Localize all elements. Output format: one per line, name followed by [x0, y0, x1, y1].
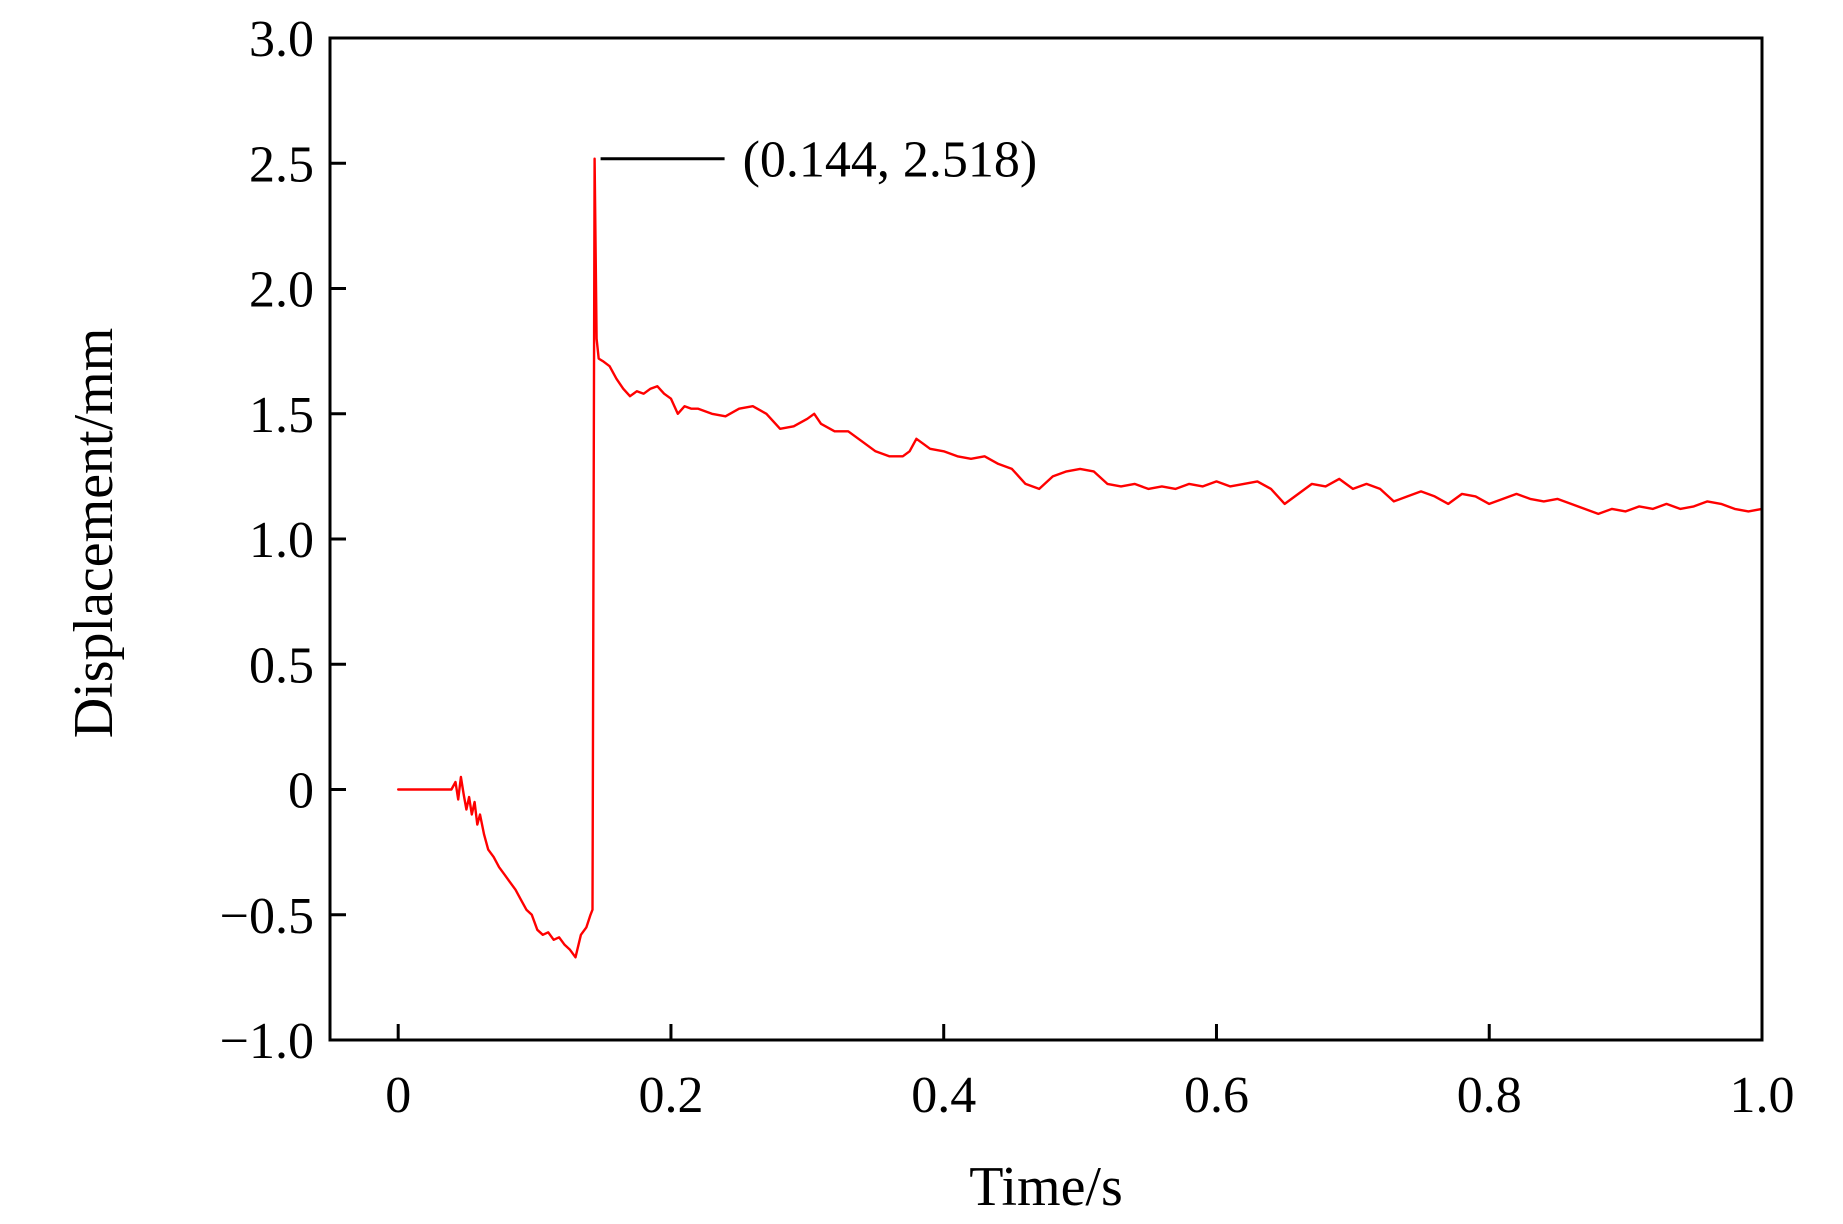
y-tick-label: 0 — [288, 763, 314, 820]
y-tick-label: 3.0 — [249, 11, 314, 68]
y-tick-label: 0.5 — [249, 637, 314, 694]
y-tick-label: 1.5 — [249, 387, 314, 444]
x-tick-label: 0 — [385, 1067, 411, 1124]
peak-annotation-label: (0.144, 2.518) — [743, 132, 1038, 189]
y-tick-label: 2.5 — [249, 136, 314, 193]
x-axis-label: Time/s — [969, 1156, 1123, 1218]
x-tick-label: 0.4 — [911, 1067, 976, 1124]
series-line — [397, 157, 1764, 959]
series-layer — [397, 157, 1764, 959]
y-tick-label: 2.0 — [249, 262, 314, 319]
x-tick-label: 0.6 — [1184, 1067, 1249, 1124]
x-tick-label: 1.0 — [1730, 1067, 1795, 1124]
plot-frame — [328, 36, 1764, 1042]
annotation-layer: (0.144, 2.518) — [600, 132, 1038, 189]
y-tick-label: 1.0 — [249, 512, 314, 569]
x-tick-label: 0.8 — [1457, 1067, 1522, 1124]
y-tick-label: −1.0 — [220, 1013, 314, 1070]
y-axis-label: Displacement/mm — [63, 328, 125, 739]
y-tick-label: −0.5 — [220, 888, 314, 945]
x-tick-label: 0.2 — [638, 1067, 703, 1124]
axes: 0 0.2 0.4 0.6 0.8 1.0 −1.0 −0.5 0 0.5 1.0 1.5 2.0 2.5… — [220, 11, 1795, 1124]
